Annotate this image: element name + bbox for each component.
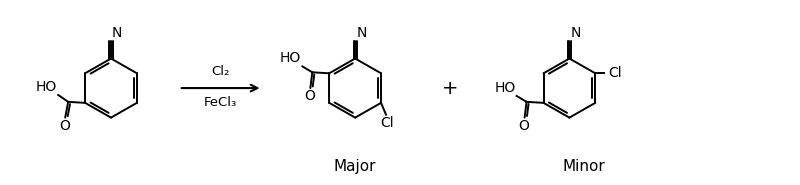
- Text: O: O: [58, 119, 70, 133]
- Text: Cl: Cl: [380, 116, 394, 130]
- Text: N: N: [570, 26, 581, 40]
- Text: N: N: [356, 26, 366, 40]
- Text: HO: HO: [280, 51, 302, 65]
- Text: HO: HO: [494, 81, 516, 95]
- Text: FeCl₃: FeCl₃: [204, 96, 238, 109]
- Text: O: O: [304, 89, 314, 103]
- Text: Major: Major: [334, 159, 377, 174]
- Text: +: +: [442, 79, 458, 97]
- Text: O: O: [518, 119, 529, 133]
- Text: Minor: Minor: [563, 159, 606, 174]
- Text: Cl: Cl: [608, 66, 622, 80]
- Text: HO: HO: [36, 80, 58, 94]
- Text: Cl₂: Cl₂: [211, 65, 230, 78]
- Text: N: N: [112, 26, 122, 40]
